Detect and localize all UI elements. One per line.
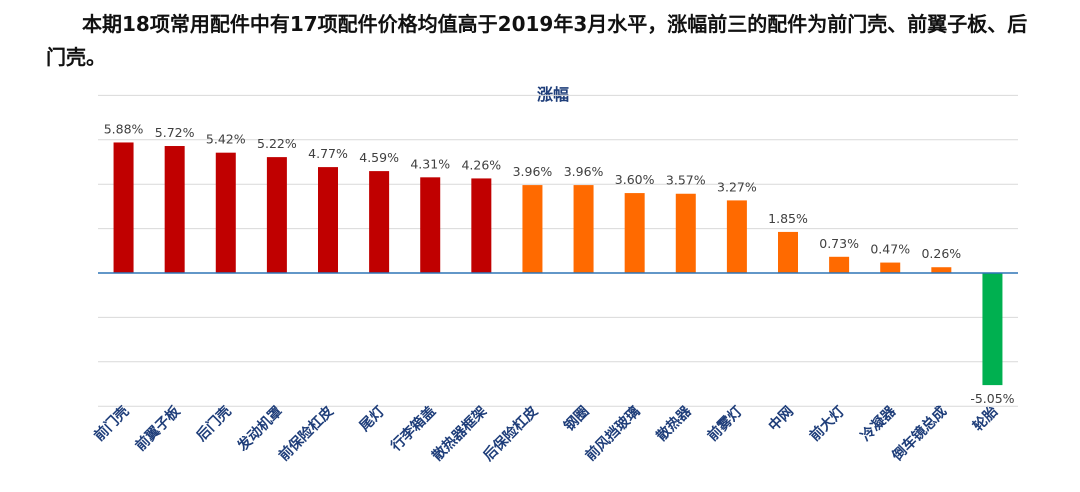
bar	[573, 185, 594, 273]
bar	[880, 262, 901, 273]
category-label: 后保险杠皮	[480, 403, 542, 465]
category-label: 中网	[765, 403, 797, 435]
category-label: 散热器框架	[429, 403, 491, 465]
value-label: -5.05%	[970, 391, 1014, 406]
bar	[931, 267, 952, 273]
category-label: 后门壳	[193, 403, 235, 445]
value-label: 5.88%	[104, 121, 144, 136]
value-label: 4.26%	[461, 157, 501, 172]
category-label: 尾灯	[356, 403, 388, 435]
value-label: 0.73%	[819, 236, 859, 251]
category-label: 钢圈	[561, 403, 593, 435]
category-label: 前雾灯	[704, 403, 746, 445]
value-label: 0.47%	[870, 242, 910, 257]
value-label: 3.27%	[717, 179, 757, 194]
value-label: 1.85%	[768, 211, 808, 226]
category-label: 前门壳	[91, 403, 133, 445]
value-labels: 5.88% 5.72% 5.42% 5.22% 4.77% 4.59% 4.31% 4.26%…	[104, 121, 1015, 406]
category-label: 行李箱盖	[387, 403, 439, 455]
bar	[266, 157, 287, 273]
bar	[624, 193, 645, 273]
bar	[369, 171, 390, 273]
value-label: 3.57%	[666, 173, 706, 188]
bar	[420, 177, 441, 273]
bar	[675, 193, 696, 273]
value-label: 0.26%	[921, 246, 961, 261]
bar	[164, 146, 185, 273]
value-label: 4.31%	[410, 156, 450, 171]
category-label: 前大灯	[806, 403, 848, 445]
bar	[778, 231, 798, 273]
category-label: 前保险杠皮	[275, 403, 337, 465]
value-label: 5.22%	[257, 136, 297, 151]
bars	[113, 142, 1003, 386]
bar	[982, 273, 1003, 386]
value-label: 4.77%	[308, 146, 348, 161]
gridlines	[98, 94, 1018, 407]
bar	[215, 152, 236, 273]
bar	[522, 185, 543, 273]
bar	[113, 142, 134, 273]
bar	[471, 178, 492, 273]
category-label: 前风挡玻璃	[582, 403, 644, 465]
bar	[829, 256, 850, 273]
category-label: 散热器	[653, 402, 695, 444]
bar	[726, 200, 747, 273]
value-label: 4.59%	[359, 150, 399, 165]
headline: 本期18项常用配件中有17项配件价格均值高于2019年3月水平，涨幅前三的配件为…	[46, 12, 1028, 69]
value-label: 3.96%	[513, 164, 553, 179]
value-label: 3.96%	[564, 164, 604, 179]
category-label: 倒车镜总成	[888, 403, 950, 465]
value-label: 5.42%	[206, 132, 246, 147]
bar	[318, 167, 338, 273]
category-label: 前翼子板	[132, 402, 184, 454]
category-label: 轮胎	[969, 403, 1001, 435]
category-label: 发动机罩	[233, 403, 285, 455]
value-label: 3.60%	[615, 172, 655, 187]
chart-title: 涨幅	[537, 85, 569, 104]
value-label: 5.72%	[155, 125, 195, 140]
category-label: 冷凝器	[857, 402, 899, 444]
